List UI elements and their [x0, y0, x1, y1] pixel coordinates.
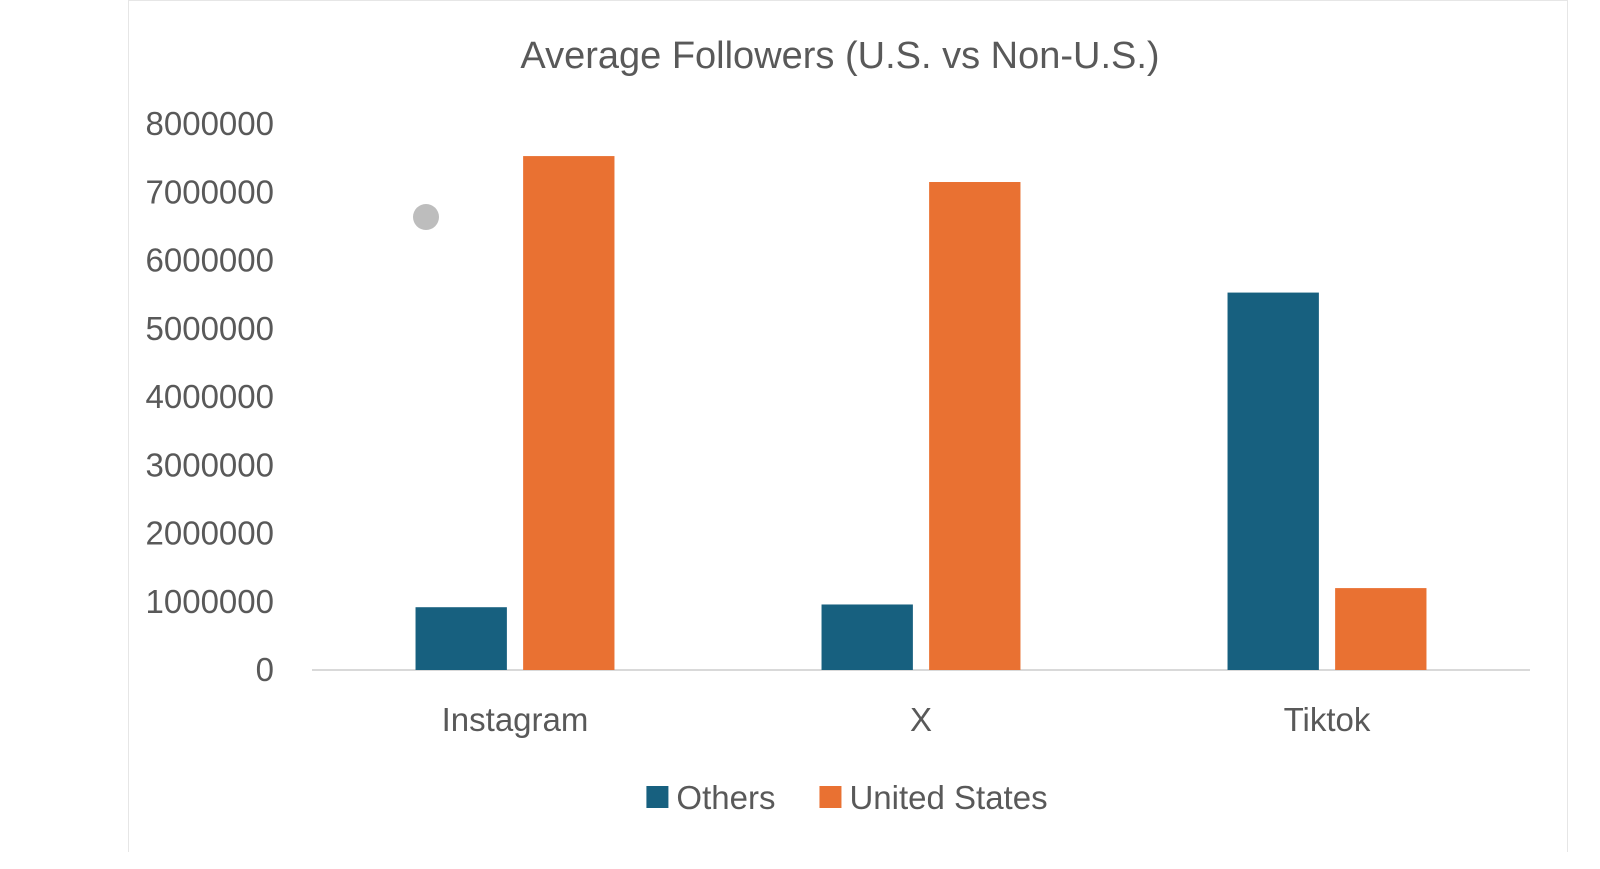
bar-others-instagram	[415, 607, 507, 670]
y-tick-label: 3000000	[146, 446, 274, 483]
bar-united-states-x	[929, 182, 1021, 670]
bar-others-x	[821, 604, 913, 670]
legend-swatch-others	[646, 786, 669, 808]
x-category-label: Instagram	[442, 701, 589, 738]
chart-title: Average Followers (U.S. vs Non-U.S.)	[520, 35, 1159, 77]
cursor-dot	[413, 204, 439, 230]
y-tick-label: 4000000	[146, 378, 274, 415]
y-tick-label: 8000000	[146, 105, 274, 142]
bar-others-tiktok	[1227, 292, 1319, 670]
y-axis-ticks: 0 1000000 2000000 3000000 4000000 5000000 6000…	[146, 105, 274, 688]
legend-label: Others	[676, 779, 775, 816]
legend-label: United States	[849, 779, 1047, 816]
bars-group	[415, 156, 1427, 670]
y-tick-label: 0	[256, 651, 274, 688]
y-tick-label: 7000000	[146, 173, 274, 210]
x-axis-labels: Instagram X Tiktok	[442, 701, 1371, 738]
y-tick-label: 1000000	[146, 583, 274, 620]
bar-united-states-instagram	[523, 156, 615, 670]
y-tick-label: 6000000	[146, 242, 274, 279]
bar-united-states-tiktok	[1335, 588, 1427, 670]
chart-frame	[128, 0, 1568, 852]
legend: Others United States	[646, 779, 1048, 816]
x-category-label: Tiktok	[1284, 701, 1371, 738]
legend-swatch-united-states	[819, 786, 842, 808]
y-tick-label: 2000000	[146, 515, 274, 552]
y-tick-label: 5000000	[146, 310, 274, 347]
x-category-label: X	[910, 701, 932, 738]
